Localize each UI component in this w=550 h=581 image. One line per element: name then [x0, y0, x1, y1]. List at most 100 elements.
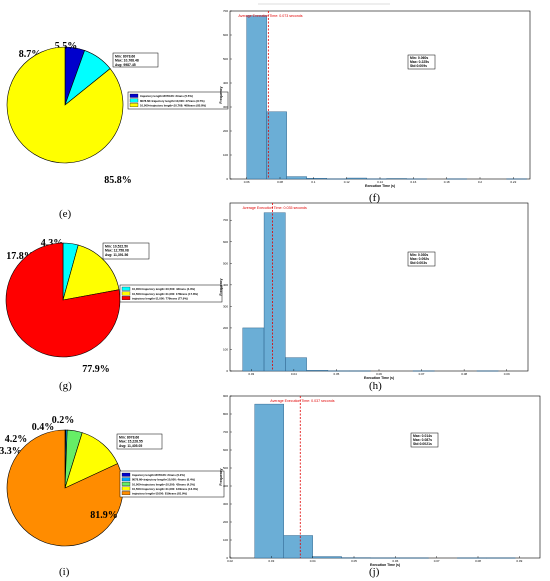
- x-tick-label: 0.02: [227, 559, 233, 563]
- legend-label: 10,000<trajectory length<10,500: 43trans…: [132, 287, 195, 291]
- legend-label: trajectory length>11000: 819trans (81.9%…: [132, 492, 187, 496]
- stats-line: Max: 15,228.55: [119, 440, 143, 444]
- histogram-bar: [285, 357, 307, 372]
- legend-swatch: [129, 98, 139, 103]
- stats-box-frame: [407, 251, 436, 267]
- x-tick-label: 0.07: [419, 372, 425, 376]
- average-label: Average Execution Time: 0.073 seconds: [238, 14, 302, 18]
- y-tick-label: 600: [223, 448, 228, 452]
- stats-line: Min: 8078.66: [119, 435, 139, 439]
- legend-label: 10,000<trajectory length<10,500: 42trans…: [132, 482, 195, 486]
- pie-slice: [62, 244, 120, 301]
- x-tick-label: 0.08: [461, 372, 467, 376]
- caption-h: (h): [369, 380, 382, 392]
- stats-line: Min: 10,522.50: [105, 244, 128, 248]
- average-label: Average Execution Time: 0.037 seconds: [270, 399, 334, 403]
- slice-percent-label: 0.2%: [52, 415, 75, 426]
- y-tick-label: 600: [223, 240, 228, 244]
- legend-swatch: [129, 93, 139, 98]
- legend-frame: [119, 470, 225, 498]
- histogram-bar: [266, 111, 287, 180]
- stats-box-frame: [102, 242, 150, 260]
- stats-line: Min: 0.060s: [410, 56, 428, 60]
- histogram-bar: [246, 15, 267, 180]
- y-tick-label: 400: [223, 484, 228, 488]
- x-tick-label: 0.06: [376, 372, 382, 376]
- legend-frame: [127, 91, 229, 110]
- histogram-bar: [242, 327, 265, 372]
- slice-percent-label: 17.8%: [6, 251, 34, 262]
- histogram-bar: [312, 556, 342, 559]
- histogram-bar: [506, 178, 527, 180]
- y-tick-label: 700: [223, 430, 228, 434]
- legend-swatch: [121, 472, 131, 477]
- y-tick-label: 900: [223, 394, 228, 398]
- slice-percent-label: 4.3%: [41, 238, 64, 249]
- stats-line: Avg: 11,405.05: [119, 444, 142, 448]
- y-tick-label: 400: [223, 81, 228, 85]
- histogram-bar: [476, 370, 499, 372]
- x-tick-label: 0.09: [504, 372, 510, 376]
- y-tick-label: 100: [223, 347, 228, 351]
- stats-line: Avg: 9987.45: [115, 63, 136, 67]
- y-tick-label: 200: [223, 129, 228, 133]
- stats-line: Min: 8078.66: [115, 54, 135, 58]
- slice-percent-label: 5.5%: [55, 41, 78, 52]
- y-tick-label: 600: [223, 33, 228, 37]
- legend-swatch: [121, 286, 131, 291]
- pie-slice: [6, 429, 124, 547]
- pie-legend: 10,000<trajectory length<10,500: 43trans…: [119, 284, 223, 303]
- y-tick-label: 400: [223, 283, 228, 287]
- x-tick-label: 0.14: [377, 180, 383, 184]
- slice-percent-label: 4.2%: [5, 434, 28, 445]
- x-tick-label: 0.22: [510, 180, 516, 184]
- legend-frame: [119, 284, 223, 303]
- y-tick-label: 500: [223, 57, 228, 61]
- y-tick-label: 0: [226, 556, 228, 560]
- x-axis-label: Execution Time (s): [370, 563, 400, 567]
- stats-box-frame: [410, 432, 439, 448]
- x-tick-label: 0.03: [268, 559, 274, 563]
- legend-swatch: [121, 296, 131, 300]
- x-tick-label: 0.03: [248, 372, 254, 376]
- caption-j: (j): [369, 566, 380, 578]
- histogram-bar: [486, 557, 516, 559]
- legend-swatch: [121, 486, 131, 491]
- histogram-bar: [386, 178, 407, 180]
- stats-line: Std:0.003s: [410, 261, 427, 265]
- histogram-bar: [286, 176, 307, 180]
- legend-label: 10,500<trajectory length<11,000: 133tran…: [132, 487, 198, 491]
- histogram-bar: [446, 178, 467, 180]
- y-axis-label: Frequency: [219, 86, 223, 103]
- histogram-bar: [346, 177, 367, 180]
- slice-percent-label: 85.8%: [104, 175, 132, 186]
- stats-line: Min: 0.030s: [410, 253, 428, 257]
- histogram-bar: [457, 557, 487, 559]
- x-tick-label: 0.06: [244, 180, 250, 184]
- histogram-j: Average Execution Time: 0.037 seconds 0 10…: [219, 394, 541, 567]
- average-label: Average Execution Time: 0.035 seconds: [243, 206, 307, 210]
- legend-label: trajectory length<8078.66: 2trans (0.2%): [132, 473, 185, 477]
- legend-swatch: [121, 491, 131, 495]
- stats-line: Max: 0.225s: [410, 60, 429, 64]
- histogram-bar: [283, 535, 313, 559]
- y-tick-label: 300: [223, 502, 228, 506]
- slice-percent-label: 0.4%: [32, 422, 55, 433]
- x-tick-label: 0.04: [310, 559, 316, 563]
- legend-label: trajectory length<8078.66: 3trans (5.5%): [140, 94, 193, 98]
- y-tick-label: 700: [223, 9, 228, 13]
- y-tick-label: 0: [226, 369, 228, 373]
- y-axis-label: Frequency: [219, 278, 223, 295]
- y-tick-label: 500: [223, 466, 228, 470]
- y-tick-label: 200: [223, 520, 228, 524]
- x-tick-label: 0.08: [277, 180, 283, 184]
- stats-line: Avg: 11,391.56: [105, 253, 128, 257]
- stats-line: Max: 0.087s: [413, 438, 432, 442]
